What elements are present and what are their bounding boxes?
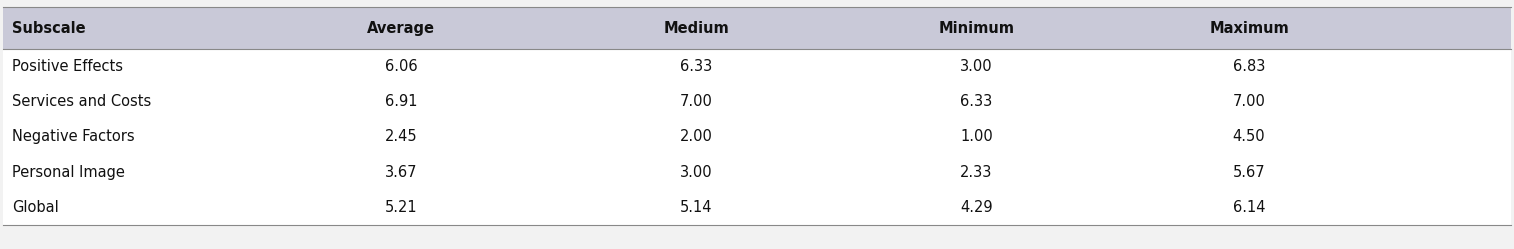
Text: Negative Factors: Negative Factors xyxy=(12,129,135,144)
Text: Personal Image: Personal Image xyxy=(12,165,126,180)
Text: Services and Costs: Services and Costs xyxy=(12,94,151,109)
Text: 7.00: 7.00 xyxy=(680,94,713,109)
Text: 6.14: 6.14 xyxy=(1232,200,1266,215)
Text: 6.83: 6.83 xyxy=(1232,59,1266,74)
Text: 6.33: 6.33 xyxy=(960,94,993,109)
Text: 7.00: 7.00 xyxy=(1232,94,1266,109)
Text: 3.00: 3.00 xyxy=(680,165,713,180)
Text: Average: Average xyxy=(368,20,435,36)
Text: 5.14: 5.14 xyxy=(680,200,713,215)
Text: 3.00: 3.00 xyxy=(960,59,993,74)
Text: 3.67: 3.67 xyxy=(385,165,418,180)
Text: 5.67: 5.67 xyxy=(1232,165,1266,180)
Text: Minimum: Minimum xyxy=(939,20,1014,36)
Text: 2.00: 2.00 xyxy=(680,129,713,144)
Bar xyxy=(3,49,1511,225)
Text: 6.33: 6.33 xyxy=(680,59,713,74)
Text: 1.00: 1.00 xyxy=(960,129,993,144)
Text: 5.21: 5.21 xyxy=(385,200,418,215)
Text: Positive Effects: Positive Effects xyxy=(12,59,123,74)
Text: 2.45: 2.45 xyxy=(385,129,418,144)
Bar xyxy=(3,7,1511,49)
Text: Global: Global xyxy=(12,200,59,215)
Text: 4.50: 4.50 xyxy=(1232,129,1266,144)
Text: Maximum: Maximum xyxy=(1210,20,1288,36)
Text: 6.91: 6.91 xyxy=(385,94,418,109)
Text: 2.33: 2.33 xyxy=(960,165,993,180)
Text: 4.29: 4.29 xyxy=(960,200,993,215)
Text: Medium: Medium xyxy=(663,20,730,36)
Text: 6.06: 6.06 xyxy=(385,59,418,74)
Text: Subscale: Subscale xyxy=(12,20,86,36)
